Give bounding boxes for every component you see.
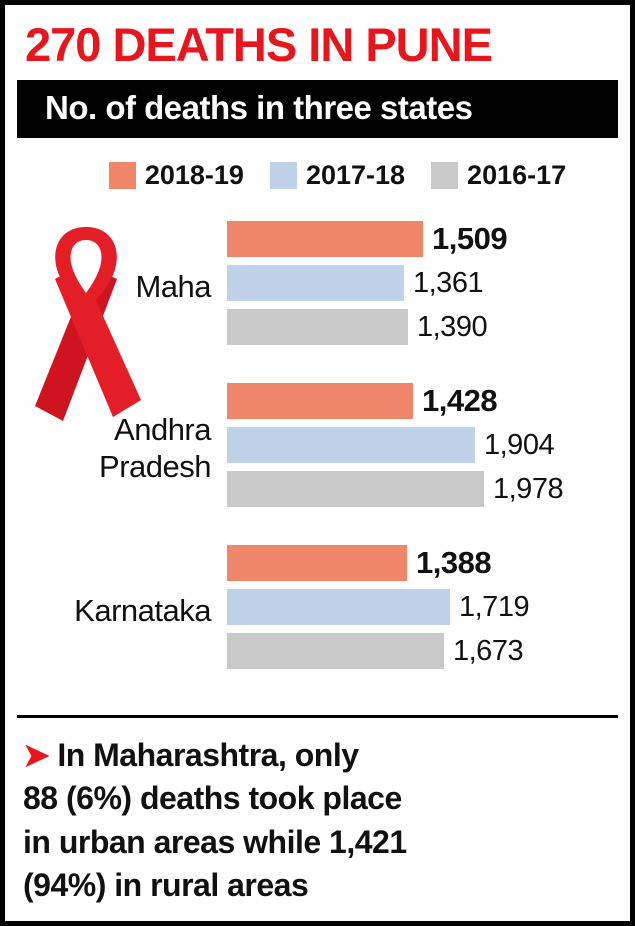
bar-stack: 1,388 1,719 1,673	[227, 545, 620, 677]
bar-row: 1,904	[227, 427, 620, 463]
bar	[227, 309, 408, 345]
legend-label: 2016-17	[467, 160, 567, 190]
legend-swatch	[108, 162, 136, 189]
bar	[227, 471, 484, 507]
bar-chart: Maha 1,509 1,361 1,390 Andhra Pradesh 1,428 1,…	[15, 221, 620, 713]
chart-title-bar: No. of deaths in three states	[17, 80, 618, 138]
legend-swatch	[269, 162, 297, 189]
legend-label: 2017-18	[305, 160, 406, 190]
bar-stack: 1,509 1,361 1,390	[227, 221, 620, 353]
bar-value: 1,904	[484, 428, 555, 461]
bar-row: 1,390	[227, 309, 620, 345]
arrow-bullet-icon: ➤	[23, 737, 50, 774]
bar-value: 1,978	[493, 472, 564, 505]
bar-value: 1,719	[459, 590, 530, 623]
bar-value: 1,361	[413, 266, 484, 299]
bar-row: 1,673	[227, 633, 620, 669]
bar	[227, 545, 407, 581]
bar	[227, 427, 475, 463]
footnote-text: In Maharashtra, only 88 (6%) deaths took…	[23, 737, 407, 903]
bar-row: 1,428	[227, 383, 620, 419]
legend-item: 2016-17	[431, 160, 566, 191]
footnote: ➤ In Maharashtra, only 88 (6%) deaths too…	[17, 715, 618, 907]
bar-row: 1,719	[227, 589, 620, 625]
bar	[227, 633, 444, 669]
bar	[227, 589, 450, 625]
bar	[227, 383, 413, 419]
category-label: Andhra Pradesh	[99, 412, 211, 484]
bar-value: 1,509	[432, 221, 508, 256]
legend: 2018-19 2017-18 2016-17	[55, 160, 620, 191]
bar-value: 1,673	[453, 634, 524, 667]
legend-swatch	[431, 162, 459, 189]
bar-stack: 1,428 1,904 1,978	[227, 383, 620, 515]
bar-value: 1,388	[416, 545, 492, 580]
legend-item: 2018-19	[108, 160, 244, 191]
bar	[227, 265, 404, 301]
category-label: Maha	[135, 268, 211, 304]
bar-row: 1,978	[227, 471, 620, 507]
legend-item: 2017-18	[269, 160, 406, 191]
bar	[227, 221, 423, 257]
legend-label: 2018-19	[144, 160, 244, 190]
bar-value: 1,428	[422, 383, 498, 418]
category-label: Karnataka	[74, 592, 211, 628]
headline: 270 DEATHS IN PUNE	[25, 18, 493, 71]
bar-group: Andhra Pradesh 1,428 1,904 1,978	[15, 383, 620, 515]
bar-row: 1,388	[227, 545, 620, 581]
bar-group: Karnataka 1,388 1,719 1,673	[15, 545, 620, 677]
bar-row: 1,361	[227, 265, 620, 301]
bar-value: 1,390	[417, 310, 488, 343]
bar-group: Maha 1,509 1,361 1,390	[15, 221, 620, 353]
bar-row: 1,509	[227, 221, 620, 257]
